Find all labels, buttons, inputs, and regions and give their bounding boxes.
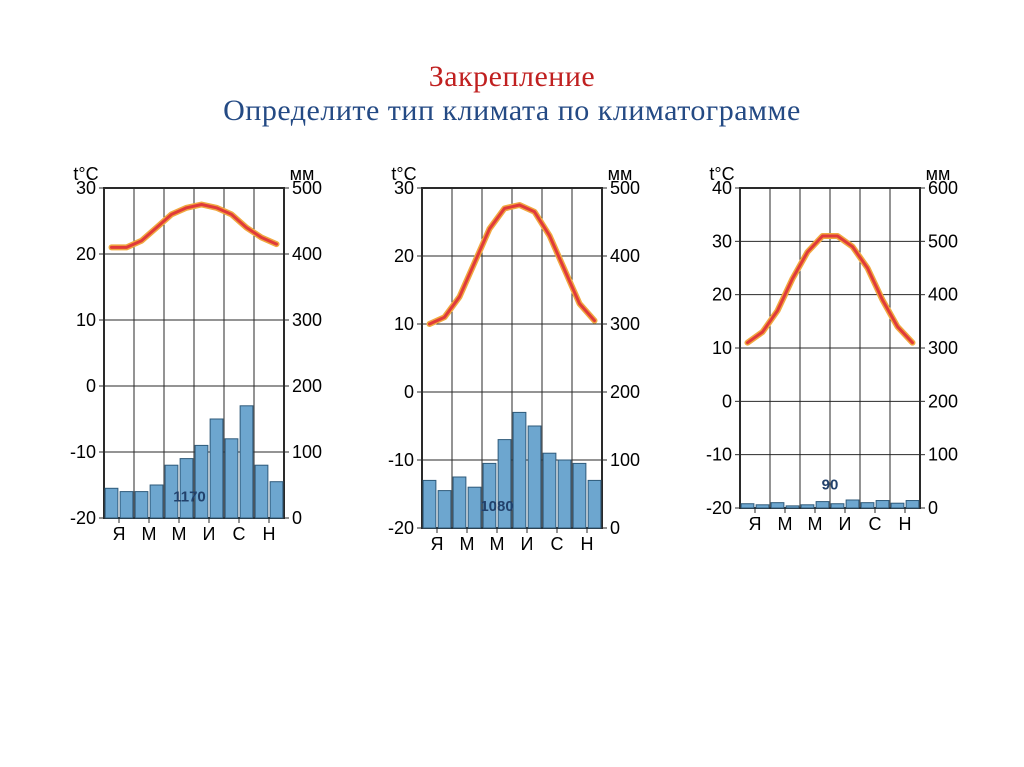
svg-text:-10: -10 (70, 442, 96, 462)
svg-text:400: 400 (928, 285, 958, 305)
svg-text:0: 0 (404, 382, 414, 402)
svg-text:Я: Я (749, 514, 762, 534)
charts-row: -20-1001020300100200300400500ЯММИСНt°Cмм… (40, 158, 984, 578)
svg-text:1170: 1170 (173, 489, 206, 506)
svg-text:90: 90 (822, 476, 839, 493)
svg-text:М: М (460, 534, 475, 554)
svg-text:С: С (869, 514, 882, 534)
svg-text:0: 0 (86, 376, 96, 396)
svg-text:100: 100 (928, 445, 958, 465)
svg-text:0: 0 (610, 518, 620, 538)
svg-text:мм: мм (290, 164, 315, 184)
svg-text:-20: -20 (388, 518, 414, 538)
svg-text:200: 200 (928, 391, 958, 411)
svg-text:10: 10 (394, 314, 414, 334)
svg-text:-10: -10 (388, 450, 414, 470)
svg-text:мм: мм (926, 164, 951, 184)
svg-text:200: 200 (292, 376, 322, 396)
svg-text:300: 300 (292, 310, 322, 330)
svg-text:10: 10 (76, 310, 96, 330)
svg-text:200: 200 (610, 382, 640, 402)
svg-text:И: И (203, 524, 216, 544)
svg-text:мм: мм (608, 164, 633, 184)
svg-text:30: 30 (712, 231, 732, 251)
svg-text:20: 20 (76, 244, 96, 264)
svg-text:t°C: t°C (73, 164, 98, 184)
svg-text:М: М (808, 514, 823, 534)
svg-text:М: М (142, 524, 157, 544)
svg-text:0: 0 (722, 391, 732, 411)
svg-text:0: 0 (292, 508, 302, 528)
svg-text:Я: Я (113, 524, 126, 544)
svg-text:М: М (778, 514, 793, 534)
title-line-1: Закрепление (40, 60, 984, 94)
climograph-1: -20-1001020300100200300400500ЯММИСНt°Cмм… (49, 158, 339, 568)
svg-text:И: И (521, 534, 534, 554)
svg-text:Н: Н (263, 524, 276, 544)
svg-text:М: М (490, 534, 505, 554)
svg-text:С: С (551, 534, 564, 554)
climograph-2: -20-1001020300100200300400500ЯММИСНt°Cмм… (367, 158, 657, 578)
svg-text:1080: 1080 (480, 498, 513, 515)
svg-text:М: М (172, 524, 187, 544)
svg-text:400: 400 (292, 244, 322, 264)
svg-text:20: 20 (712, 285, 732, 305)
svg-text:300: 300 (610, 314, 640, 334)
svg-text:С: С (233, 524, 246, 544)
title-line-2: Определите тип климата по климатограмме (40, 94, 984, 128)
page-title: Закрепление Определите тип климата по кл… (40, 60, 984, 128)
svg-text:Н: Н (899, 514, 912, 534)
svg-text:100: 100 (292, 442, 322, 462)
svg-text:-20: -20 (70, 508, 96, 528)
svg-text:300: 300 (928, 338, 958, 358)
svg-text:Н: Н (581, 534, 594, 554)
svg-text:10: 10 (712, 338, 732, 358)
svg-text:500: 500 (928, 231, 958, 251)
svg-text:t°C: t°C (391, 164, 416, 184)
climograph-3: -20-100102030400100200300400500600ЯММИСН… (685, 158, 975, 558)
svg-text:400: 400 (610, 246, 640, 266)
svg-text:100: 100 (610, 450, 640, 470)
svg-text:-20: -20 (706, 498, 732, 518)
svg-text:t°C: t°C (709, 164, 734, 184)
svg-text:0: 0 (928, 498, 938, 518)
svg-text:И: И (839, 514, 852, 534)
svg-text:-10: -10 (706, 445, 732, 465)
svg-text:Я: Я (431, 534, 444, 554)
svg-text:20: 20 (394, 246, 414, 266)
